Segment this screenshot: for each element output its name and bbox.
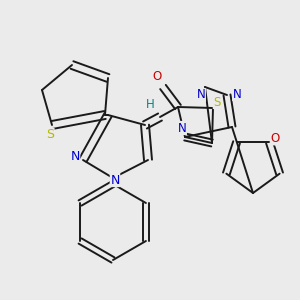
- Text: H: H: [146, 98, 154, 112]
- Text: N: N: [110, 173, 120, 187]
- Text: O: O: [271, 132, 280, 145]
- Text: N: N: [70, 149, 80, 163]
- Text: N: N: [232, 88, 242, 100]
- Text: N: N: [178, 122, 186, 134]
- Text: O: O: [152, 70, 162, 83]
- Text: S: S: [46, 128, 54, 142]
- Text: N: N: [196, 88, 206, 101]
- Text: S: S: [213, 95, 221, 109]
